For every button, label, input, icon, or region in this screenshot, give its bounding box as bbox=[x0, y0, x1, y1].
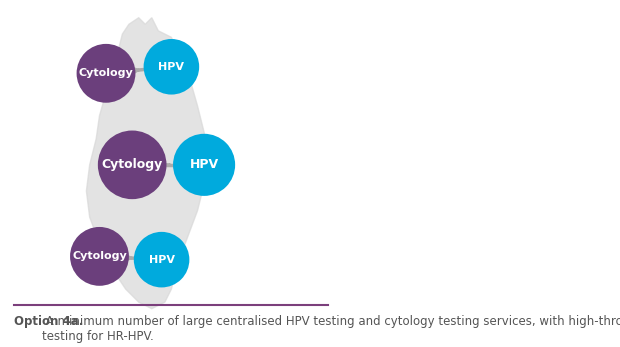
Text: HPV: HPV bbox=[158, 62, 184, 72]
Text: Cytology: Cytology bbox=[102, 158, 163, 171]
Circle shape bbox=[98, 130, 167, 199]
Circle shape bbox=[77, 44, 135, 103]
Text: HPV: HPV bbox=[190, 158, 219, 171]
Polygon shape bbox=[86, 18, 211, 309]
Circle shape bbox=[70, 227, 129, 286]
Circle shape bbox=[134, 232, 189, 287]
Text: HPV: HPV bbox=[149, 255, 175, 265]
Text: Option 4a.: Option 4a. bbox=[14, 315, 84, 328]
Text: Cytology: Cytology bbox=[72, 251, 127, 261]
Text: Cytology: Cytology bbox=[79, 68, 133, 78]
Circle shape bbox=[173, 134, 235, 196]
Circle shape bbox=[144, 39, 199, 95]
Text: A minimum number of large centralised HPV testing and cytology testing services,: A minimum number of large centralised HP… bbox=[42, 315, 620, 343]
